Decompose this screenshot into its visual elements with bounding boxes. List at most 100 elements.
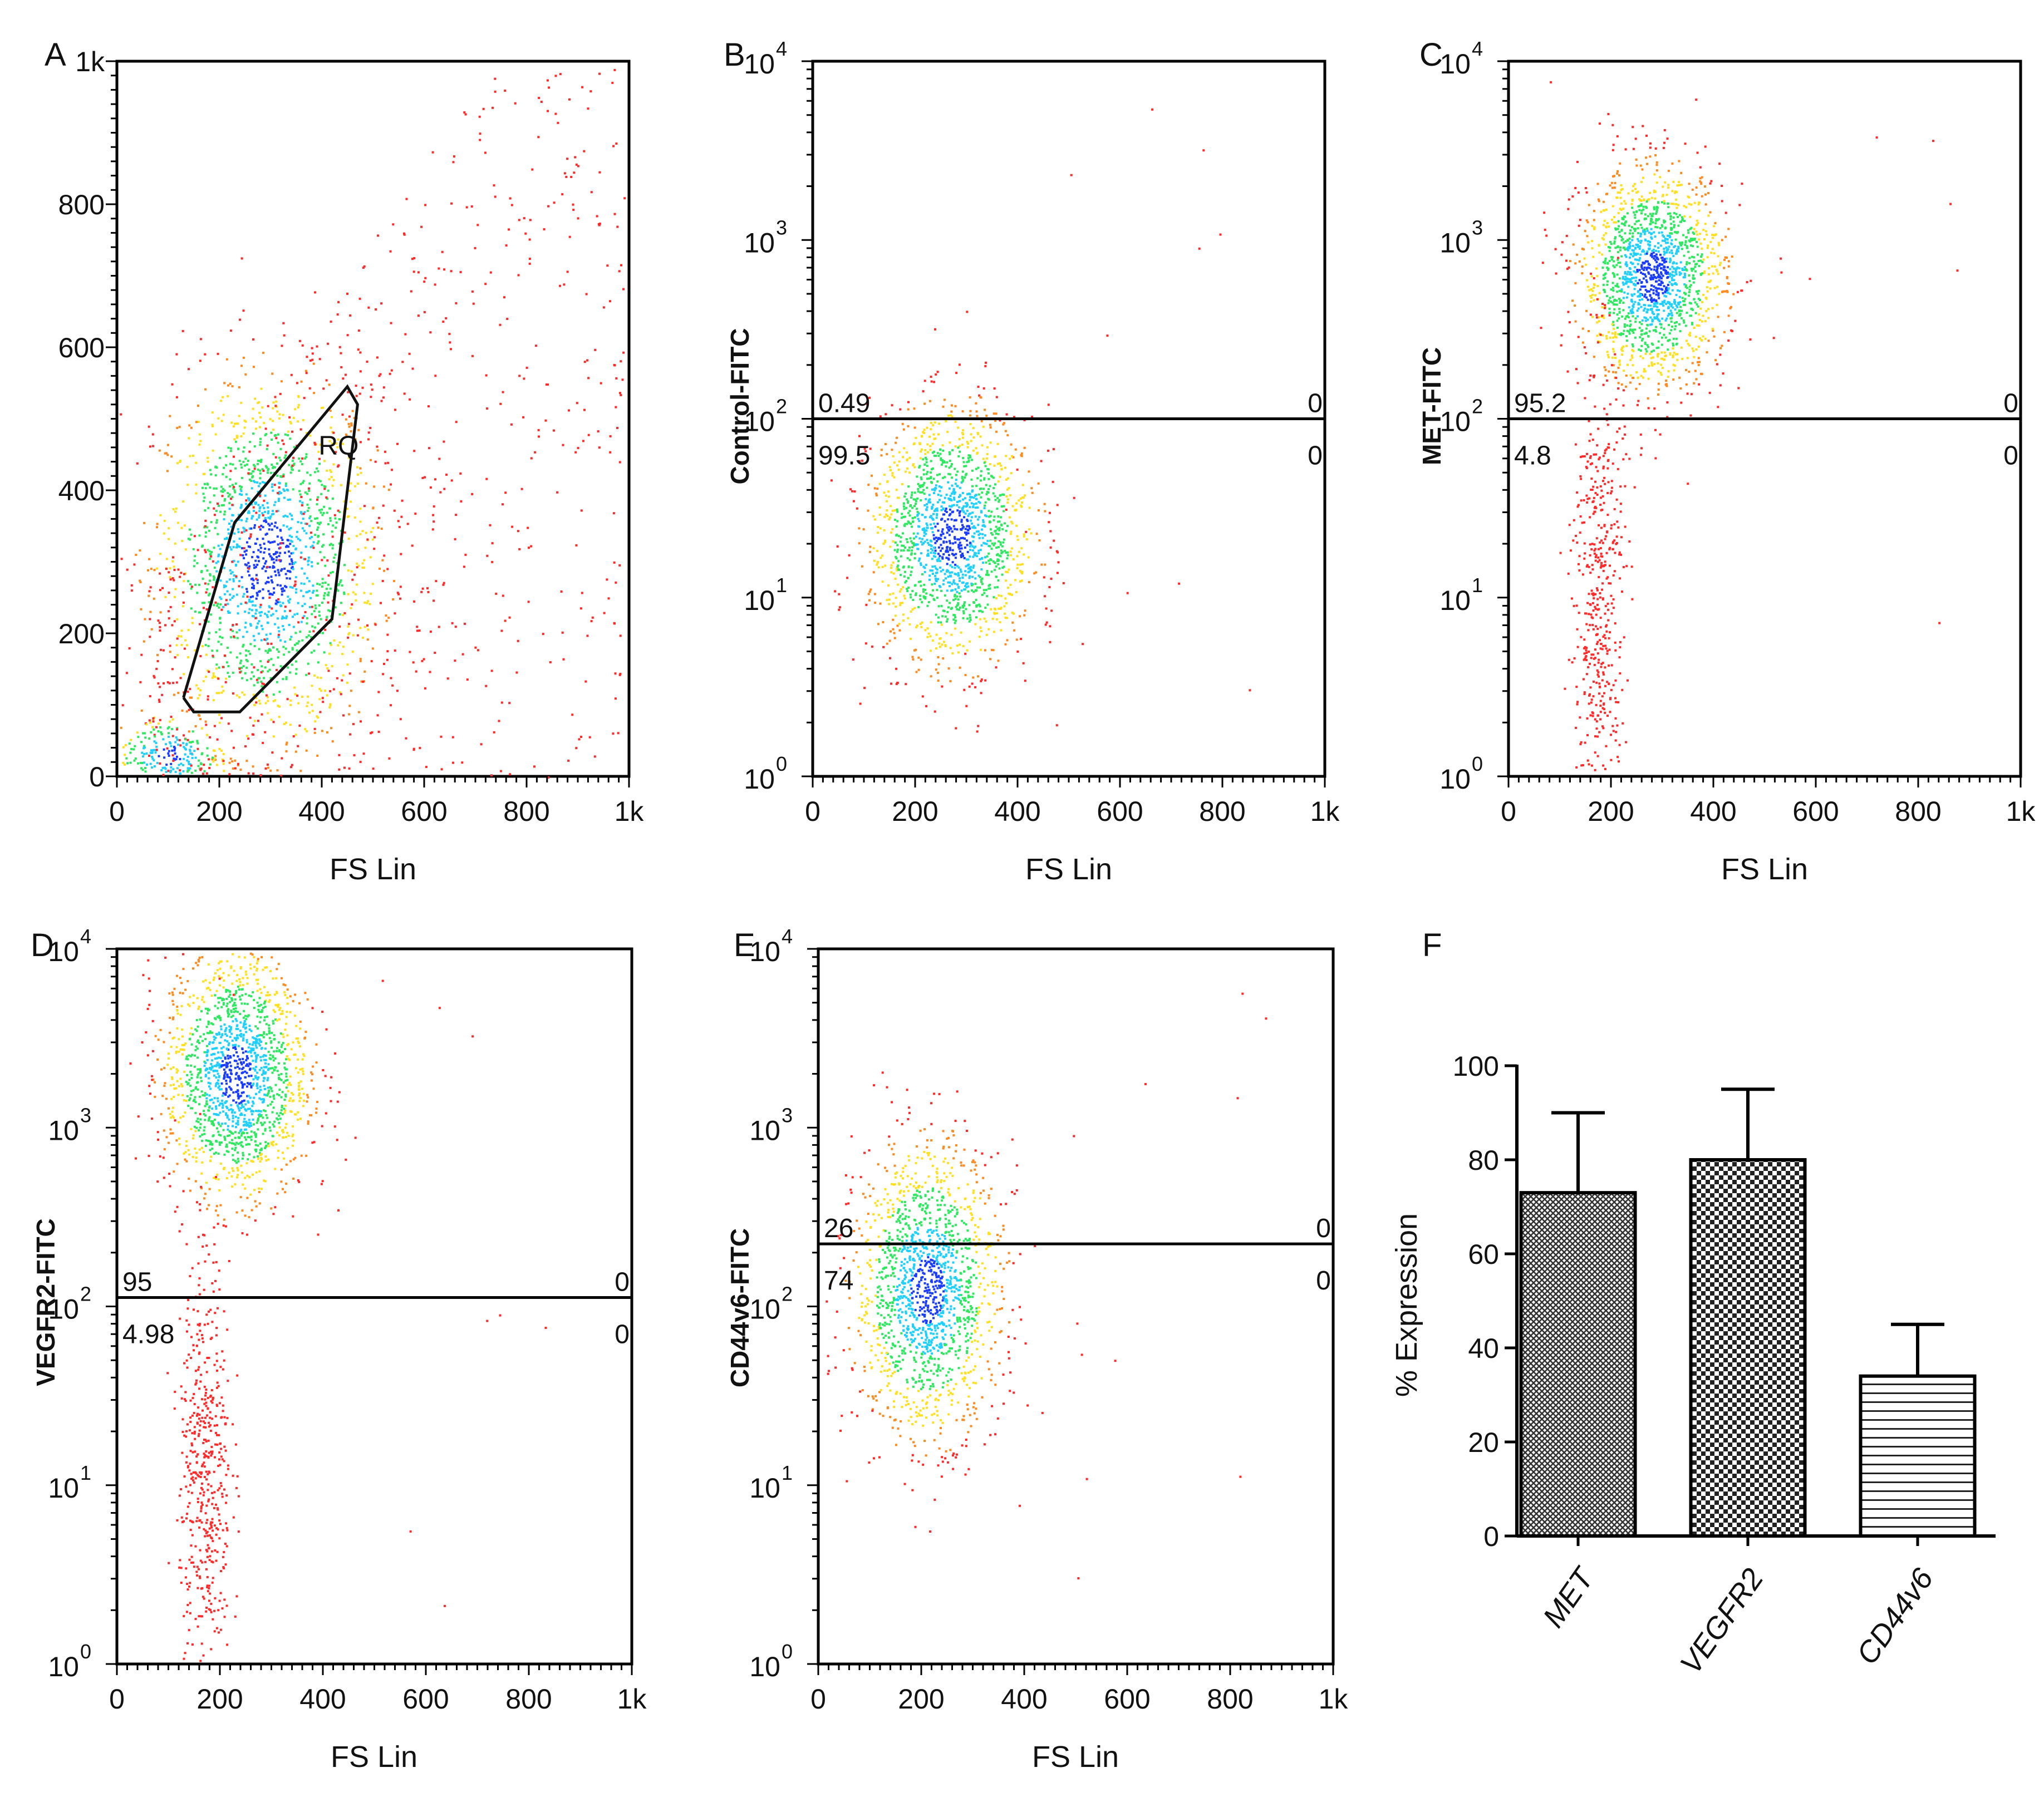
event-dot xyxy=(360,471,362,474)
event-dot xyxy=(984,465,987,467)
event-dot xyxy=(251,583,254,585)
event-dot xyxy=(1609,301,1612,303)
event-dot xyxy=(198,694,201,697)
event-dot xyxy=(314,291,317,294)
event-dot xyxy=(967,532,970,535)
event-dot xyxy=(156,567,159,570)
event-dot xyxy=(284,585,287,588)
event-dot xyxy=(1600,210,1603,213)
event-dot xyxy=(1589,300,1592,303)
event-dot xyxy=(356,566,358,569)
event-dot xyxy=(278,417,281,420)
event-dot xyxy=(490,669,493,672)
event-dot xyxy=(294,576,297,579)
event-dot xyxy=(308,631,311,633)
panel-c-events xyxy=(1540,81,1959,771)
event-dot xyxy=(965,505,968,508)
event-dot xyxy=(1616,326,1619,329)
event-dot xyxy=(989,539,992,542)
event-dot xyxy=(202,493,205,495)
event-dot xyxy=(1627,192,1630,195)
event-dot xyxy=(954,588,957,591)
event-dot xyxy=(1662,274,1664,277)
event-dot xyxy=(896,566,899,569)
event-dot xyxy=(171,735,174,737)
event-dot xyxy=(244,457,247,460)
event-dot xyxy=(565,175,568,178)
event-dot xyxy=(974,571,976,574)
event-dot xyxy=(1689,284,1692,287)
event-dot xyxy=(980,578,982,581)
event-dot xyxy=(286,515,289,518)
event-dot xyxy=(283,610,286,613)
event-dot xyxy=(1651,255,1654,258)
event-dot xyxy=(1689,244,1692,247)
event-dot xyxy=(895,605,897,608)
event-dot xyxy=(353,754,356,757)
event-dot xyxy=(877,566,880,569)
event-dot xyxy=(1695,186,1698,189)
event-dot xyxy=(887,495,890,498)
event-dot xyxy=(323,594,326,597)
event-dot xyxy=(443,582,445,584)
event-dot xyxy=(184,738,187,741)
event-dot xyxy=(170,455,173,458)
event-dot xyxy=(939,449,942,451)
event-dot xyxy=(292,488,294,491)
event-dot xyxy=(235,543,238,546)
event-dot xyxy=(1643,309,1645,312)
event-dot xyxy=(390,704,392,707)
event-dot xyxy=(267,467,270,470)
event-dot xyxy=(159,611,162,614)
event-dot xyxy=(948,466,951,469)
event-dot xyxy=(243,593,245,595)
event-dot xyxy=(946,545,949,548)
event-dot xyxy=(913,505,916,508)
event-dot xyxy=(193,559,196,562)
event-dot xyxy=(338,511,341,513)
event-dot xyxy=(1028,506,1031,509)
event-dot xyxy=(288,651,291,653)
event-dot xyxy=(517,274,520,277)
event-dot xyxy=(245,760,248,762)
event-dot xyxy=(239,488,242,491)
event-dot xyxy=(998,499,1001,501)
event-dot xyxy=(486,554,489,557)
event-dot xyxy=(593,755,596,758)
event-dot xyxy=(967,442,970,445)
event-dot xyxy=(1592,255,1595,258)
y-tick-label: 10 xyxy=(744,48,775,80)
event-dot xyxy=(259,416,262,419)
event-dot xyxy=(992,631,995,633)
event-dot xyxy=(856,507,858,510)
event-dot xyxy=(354,593,357,595)
event-dot xyxy=(278,559,281,562)
event-dot xyxy=(260,459,263,461)
event-dot xyxy=(234,759,237,762)
event-dot xyxy=(343,531,346,534)
event-dot xyxy=(1634,317,1637,320)
event-dot xyxy=(1614,247,1617,249)
event-dot xyxy=(429,631,432,633)
event-dot xyxy=(1620,332,1623,335)
event-dot xyxy=(1006,639,1009,642)
event-dot xyxy=(987,559,990,562)
event-dot xyxy=(334,553,337,556)
event-dot xyxy=(405,737,407,740)
event-dot xyxy=(249,623,252,626)
event-dot xyxy=(1574,304,1576,307)
event-dot xyxy=(307,559,310,562)
event-dot xyxy=(427,590,430,593)
event-dot xyxy=(149,751,152,754)
event-dot xyxy=(278,691,281,693)
event-dot xyxy=(330,572,332,574)
event-dot xyxy=(173,569,176,572)
event-dot xyxy=(572,203,574,206)
event-dot xyxy=(903,524,906,526)
event-dot xyxy=(915,592,917,595)
event-dot xyxy=(175,755,178,758)
event-dot xyxy=(243,530,245,533)
event-dot xyxy=(337,589,340,592)
event-dot xyxy=(612,145,615,147)
event-dot xyxy=(309,498,312,501)
